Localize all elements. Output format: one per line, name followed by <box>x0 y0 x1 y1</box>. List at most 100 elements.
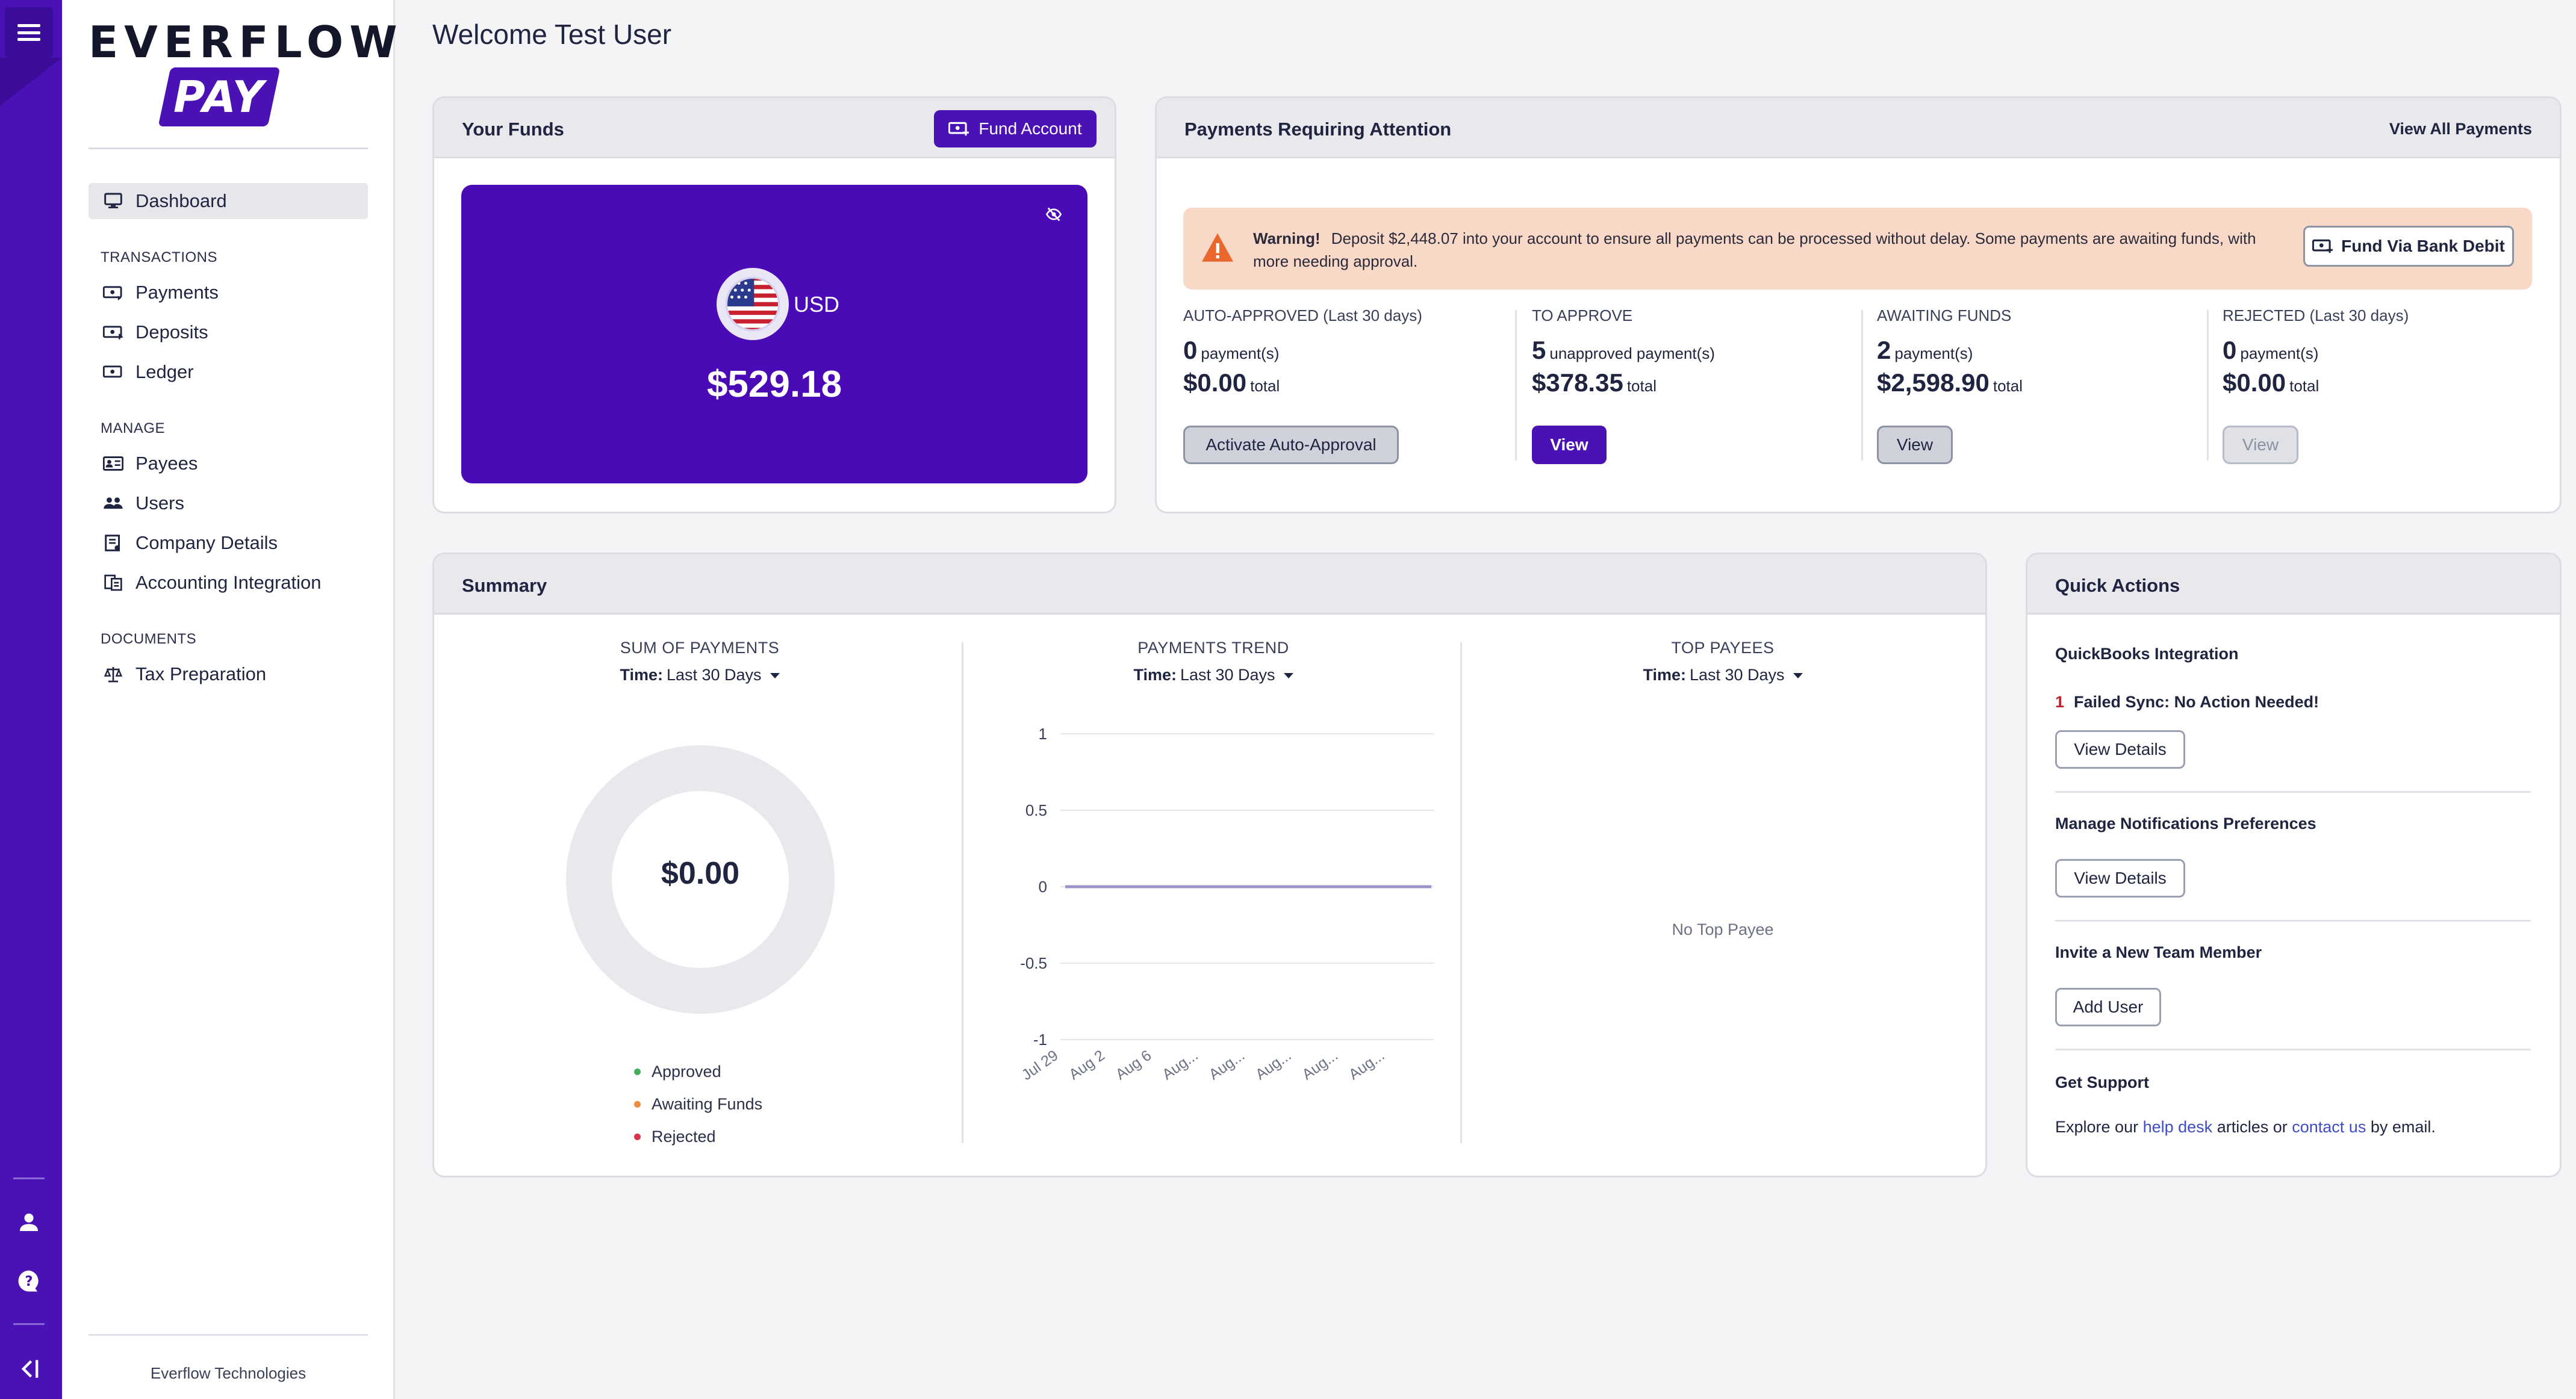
time-value: Last 30 Days <box>666 666 762 684</box>
sidebar-item-company-details[interactable]: Company Details <box>89 525 368 561</box>
failed-sync-count: 1 <box>2055 693 2065 711</box>
stat-label: TO APPROVE <box>1532 306 1715 325</box>
time-value: Last 30 Days <box>1180 666 1275 684</box>
stat-awaiting-funds: AWAITING FUNDS 2 payment(s) $2,598.90 tota… <box>1877 306 2023 463</box>
sidebar-item-label: Tax Preparation <box>135 663 267 684</box>
stat-to-approve: TO APPROVE 5 unapproved payment(s) $378.3… <box>1532 306 1715 463</box>
view-to-approve-button[interactable]: View <box>1532 426 1607 464</box>
donut-ring <box>566 745 835 1014</box>
time-filter-sum[interactable]: Time: Last 30 Days <box>462 666 938 684</box>
time-filter-payees[interactable]: Time: Last 30 Days <box>1470 666 1976 684</box>
no-top-payee-text: No Top Payee <box>1672 920 1774 938</box>
stat-label: AWAITING FUNDS <box>1877 306 2023 325</box>
view-awaiting-funds-button[interactable]: View <box>1877 426 1953 464</box>
x-tick-label: Aug... <box>1159 1047 1201 1083</box>
view-all-payments-link[interactable]: View All Payments <box>2389 120 2532 138</box>
sidebar-item-payments[interactable]: Payments <box>89 275 368 311</box>
attention-panel: Payments Requiring Attention View All Pa… <box>1155 96 2562 513</box>
stat-rejected: REJECTED (Last 30 days) 0 payment(s) $0.0… <box>2223 306 2409 463</box>
sidebar-footer-divider <box>89 1334 368 1336</box>
fund-account-button[interactable]: Fund Account <box>934 110 1097 147</box>
stat-divider <box>2207 310 2209 461</box>
sidebar-item-payees[interactable]: Payees <box>89 445 368 482</box>
x-tick-label: Aug 2 <box>1066 1047 1108 1083</box>
company-footer: Everflow Technologies <box>150 1364 306 1382</box>
view-details-label: View Details <box>2074 869 2167 887</box>
notifications-title: Manage Notifications Preferences <box>2055 814 2316 833</box>
sidebar-item-tax-preparation[interactable]: Tax Preparation <box>89 656 368 692</box>
page-title: Welcome Test User <box>432 19 672 50</box>
user-icon[interactable] <box>13 1206 45 1238</box>
stat-count: 0 payment(s) <box>2223 336 2409 365</box>
stat-count-suffix: payment(s) <box>1201 344 1280 362</box>
attention-panel-header: Payments Requiring Attention View All Pa… <box>1157 98 2560 158</box>
hide-balance-icon[interactable] <box>1045 206 1062 222</box>
warning-label: Warning! <box>1253 229 1321 247</box>
quick-actions-title: Quick Actions <box>2055 575 2180 596</box>
sidebar-item-ledger[interactable]: Ledger <box>89 354 368 390</box>
quick-actions-panel: Quick Actions QuickBooks Integration 1 Fa… <box>2026 553 2562 1177</box>
y-tick-label: -1 <box>1033 1031 1047 1049</box>
rail-divider <box>13 1177 45 1179</box>
collapse-sidebar-icon[interactable] <box>13 1353 45 1385</box>
stat-period: (Last 30 days) <box>2309 306 2409 324</box>
sidebar-item-dashboard[interactable]: Dashboard <box>89 183 368 219</box>
menu-button[interactable] <box>5 7 53 58</box>
time-label: Time: <box>620 666 663 684</box>
summary-panel-title: Summary <box>462 575 547 596</box>
stat-count-suffix: unapproved payment(s) <box>1549 344 1715 362</box>
activate-auto-approval-button[interactable]: Activate Auto-Approval <box>1183 426 1399 464</box>
hamburger-icon <box>17 24 40 41</box>
view-rejected-button[interactable]: View <box>2223 426 2298 464</box>
payments-donut-chart <box>566 745 835 1014</box>
view-details-button-notifications[interactable]: View Details <box>2055 859 2185 898</box>
sidebar-item-deposits[interactable]: Deposits <box>89 314 368 350</box>
view-rejected-label: View <box>2242 435 2279 454</box>
stat-count: 0 payment(s) <box>1183 336 1422 365</box>
warning-banner: Warning! Deposit $2,448.07 into your acco… <box>1183 208 2532 290</box>
stat-count-value: 5 <box>1532 336 1546 364</box>
brand-logo-text: EVERFLOW <box>89 17 403 67</box>
add-user-button[interactable]: Add User <box>2055 988 2161 1026</box>
stat-label: AUTO-APPROVED (Last 30 days) <box>1183 306 1422 325</box>
view-details-button-quickbooks[interactable]: View Details <box>2055 730 2185 769</box>
donut-center-value: $0.00 <box>661 856 740 891</box>
legend-label: Rejected <box>652 1128 716 1146</box>
contact-us-link[interactable]: contact us <box>2292 1118 2366 1136</box>
time-value: Last 30 Days <box>1689 666 1785 684</box>
summary-divider <box>1460 642 1462 1143</box>
scale-icon <box>102 665 125 684</box>
quick-actions-divider <box>2055 791 2531 793</box>
sidebar-item-users[interactable]: Users <box>89 485 368 521</box>
fund-via-bank-debit-button[interactable]: Fund Via Bank Debit <box>2303 226 2514 267</box>
x-tick-label: Jul 29 <box>1019 1047 1062 1084</box>
monitor-icon <box>102 191 125 211</box>
help-desk-link[interactable]: help desk <box>2142 1118 2213 1136</box>
stat-count-value: 2 <box>1877 336 1891 364</box>
time-filter-trend[interactable]: Time: Last 30 Days <box>970 666 1457 684</box>
add-user-label: Add User <box>2073 997 2144 1016</box>
caret-down-icon <box>1793 673 1803 679</box>
stat-label-text: REJECTED <box>2223 306 2306 324</box>
stat-label: REJECTED (Last 30 days) <box>2223 306 2409 325</box>
y-tick-label: -0.5 <box>1020 954 1047 972</box>
x-tick-label: Aug 6 <box>1113 1047 1155 1083</box>
stat-total: $0.00 total <box>2223 368 2409 397</box>
stat-label-text: TO APPROVE <box>1532 306 1633 324</box>
section-documents: DOCUMENTS <box>101 631 197 647</box>
brand-logo-pay: PAY <box>158 67 281 126</box>
legend-awaiting-funds: Awaiting Funds <box>634 1095 762 1114</box>
summary-divider <box>962 642 963 1143</box>
x-tick-label: Aug... <box>1299 1047 1341 1083</box>
top-payees-title: TOP PAYEES <box>1671 639 1775 657</box>
y-tick-label: 0 <box>1039 878 1047 896</box>
help-icon[interactable]: ? <box>13 1265 45 1297</box>
sidebar-item-accounting-integration[interactable]: Accounting Integration <box>89 565 368 601</box>
users-icon <box>102 494 125 513</box>
support-pre: Explore our <box>2055 1118 2139 1136</box>
fund-account-label: Fund Account <box>978 119 1082 138</box>
quick-actions-divider <box>2055 1049 2531 1050</box>
stat-label-text: AUTO-APPROVED <box>1183 306 1319 324</box>
view-to-approve-label: View <box>1550 435 1588 454</box>
payments-icon <box>102 283 125 302</box>
